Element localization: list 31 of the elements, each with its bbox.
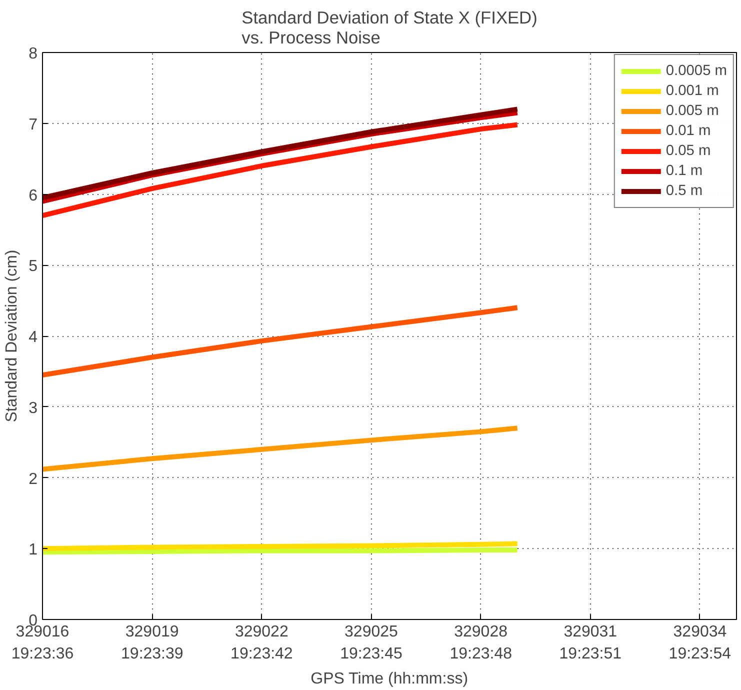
- legend-label: 0.05 m: [666, 143, 711, 159]
- legend-label: 0.01 m: [666, 123, 711, 139]
- y-tick-label: 4: [28, 329, 38, 346]
- y-tick-label: 5: [28, 258, 38, 276]
- y-tick-label: 3: [28, 400, 38, 417]
- x-tick-label: 329025: [344, 624, 398, 640]
- x-tick-label: 329034: [673, 624, 727, 640]
- x-tick-label: 329031: [564, 624, 618, 640]
- y-tick-label: 7: [28, 116, 38, 134]
- y-tick-label: 6: [28, 187, 38, 204]
- y-tick-label: 2: [28, 470, 38, 488]
- chart-title: Standard Deviation of State X (FIXED) vs. Process Noise: [242, 8, 538, 48]
- x2-tick-label: 19:23:39: [121, 646, 184, 662]
- x2-tick-label: 19:23:51: [559, 646, 622, 662]
- x-tick-label: 329028: [454, 624, 508, 640]
- x2-tick-label: 19:23:45: [340, 646, 402, 662]
- x2-tick-label: 19:23:54: [668, 646, 732, 662]
- y-axis-title: Standard Deviation (cm): [4, 250, 21, 422]
- legend-label: 0.001 m: [666, 83, 719, 99]
- x-tick-label: 329019: [125, 624, 179, 640]
- x-tick-label: 329022: [234, 624, 288, 640]
- legend-label: 0.005 m: [666, 103, 719, 119]
- y-tick-label: 1: [28, 542, 38, 559]
- legend-label: 0.1 m: [666, 163, 703, 179]
- legend-label: 0.0005 m: [666, 63, 727, 79]
- legend-label: 0.5 m: [666, 183, 703, 199]
- x2-tick-label: 19:23:36: [11, 646, 74, 662]
- y-tick-label: 8: [28, 46, 38, 62]
- x2-tick-label: 19:23:42: [230, 646, 293, 662]
- x-axis-title: GPS Time (hh:mm:ss): [310, 670, 468, 688]
- x2-tick-label: 19:23:48: [450, 646, 512, 662]
